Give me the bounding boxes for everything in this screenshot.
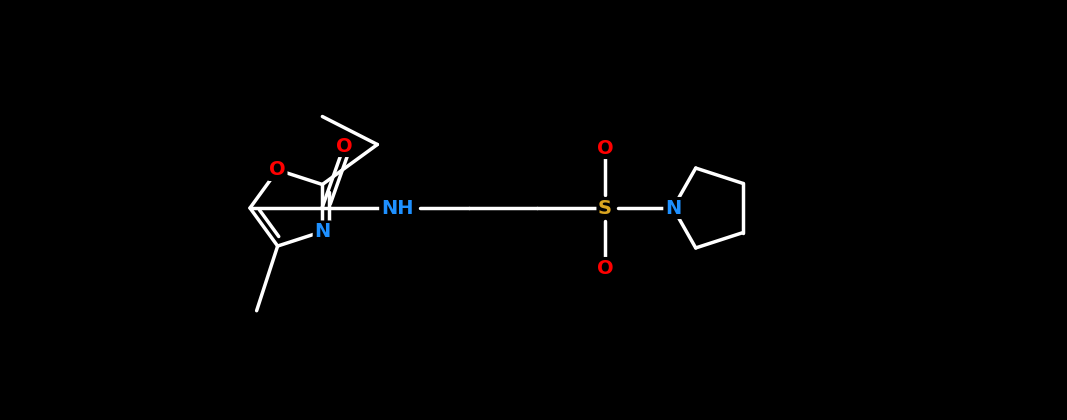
Text: O: O	[596, 139, 614, 158]
Text: S: S	[598, 199, 612, 218]
Text: NH: NH	[381, 199, 413, 218]
Text: O: O	[336, 136, 352, 155]
Text: N: N	[665, 199, 681, 218]
Text: N: N	[315, 222, 331, 241]
Text: O: O	[596, 258, 614, 278]
Text: O: O	[269, 160, 286, 179]
